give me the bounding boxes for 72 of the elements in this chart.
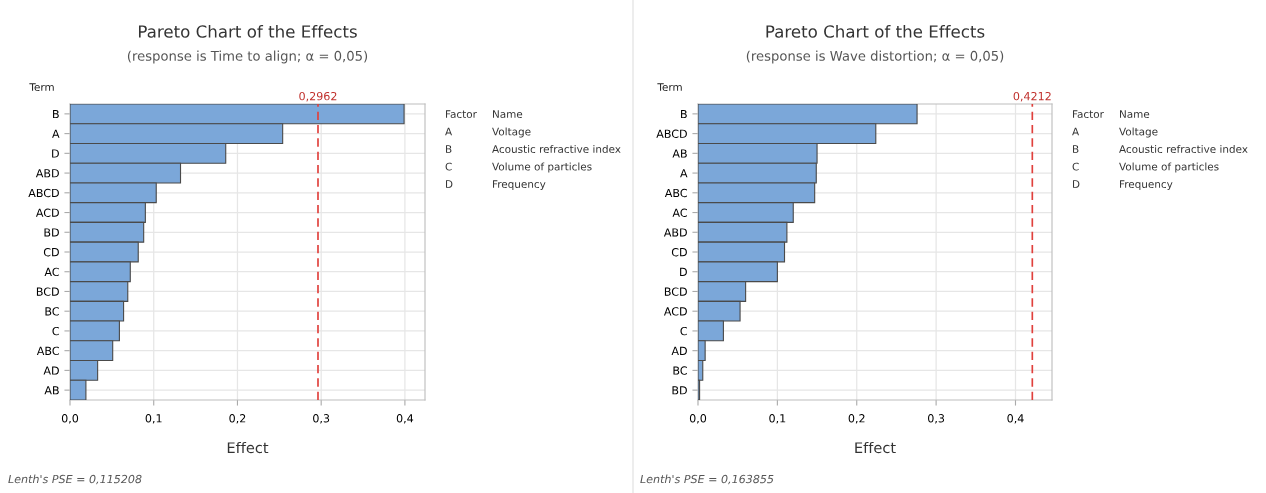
y-tick-label: BC xyxy=(45,307,59,316)
y-tick-label: BCD xyxy=(664,287,687,296)
y-tick-label: ABCD xyxy=(656,129,687,138)
y-tick-label: C xyxy=(52,326,59,336)
y-tick-label: CD xyxy=(43,247,59,257)
x-tick-label: 0,2 xyxy=(848,414,865,424)
text: D xyxy=(446,180,453,188)
x-tick-label: 0,2 xyxy=(229,414,246,424)
x-axis-title: Effect xyxy=(227,441,269,454)
y-tick-label: CD xyxy=(671,247,687,257)
chart-title: Pareto Chart of the Effects xyxy=(766,24,985,38)
y-tick-label: C xyxy=(680,326,687,336)
text: Name xyxy=(1120,110,1150,119)
y-tick-label: B xyxy=(681,109,687,119)
y-tick-label: ABD xyxy=(663,228,687,237)
x-axis-title: Effect xyxy=(855,441,896,454)
x-tick-label: 0,0 xyxy=(61,414,79,424)
y-tick-label: D xyxy=(680,267,687,276)
y-tick-label: AB xyxy=(44,386,59,395)
text: Lenth's PSE = 0,115208 xyxy=(8,474,142,485)
y-tick-label: ABD xyxy=(35,169,59,178)
ref-line-label: 0,4212 xyxy=(1013,91,1051,102)
x-tick-label: 0,3 xyxy=(313,414,330,424)
x-tick-label: 0,1 xyxy=(145,414,162,424)
y-tick-label: B xyxy=(53,109,59,119)
text: Frequency xyxy=(1120,180,1173,191)
x-tick-label: 0,1 xyxy=(769,414,786,424)
text: Frequency xyxy=(493,180,546,191)
text: C xyxy=(445,162,452,171)
x-tick-label: 0,3 xyxy=(928,414,945,424)
chart-title: Pareto Chart of the Effects xyxy=(138,24,357,38)
text: A xyxy=(445,127,453,136)
text: A xyxy=(1072,127,1080,136)
x-tick-label: 0,4 xyxy=(396,414,414,424)
text: B xyxy=(446,145,452,153)
text: Voltage xyxy=(1119,127,1158,138)
text: Acoustic refractive index xyxy=(1119,144,1248,154)
y-tick-label: AB xyxy=(672,149,687,158)
y-tick-label: BD xyxy=(44,228,59,237)
chart-subtitle: (response is Time to align; α = 0,05) xyxy=(127,50,368,64)
x-tick-label: 0,4 xyxy=(1007,414,1024,424)
x-tick-label: 0,0 xyxy=(689,414,707,424)
y-tick-label: ABC xyxy=(664,188,687,198)
y-tick-label: A xyxy=(52,129,60,138)
text: Volume of particles xyxy=(1119,162,1219,173)
y-tick-label: BCD xyxy=(36,287,59,296)
y-tick-label: A xyxy=(680,169,688,178)
text: Volume of particles xyxy=(492,162,592,173)
chart-subtitle: (response is Wave distortion; α = 0,05) xyxy=(746,50,1004,64)
ref-line-label: 0,2962 xyxy=(299,91,337,102)
y-tick-label: ABCD xyxy=(28,188,59,198)
text: Name xyxy=(493,110,523,119)
y-tick-label: BD xyxy=(672,386,687,395)
y-tick-label: AC xyxy=(44,267,59,277)
y-axis-title: Term xyxy=(29,83,54,92)
y-tick-label: ACD xyxy=(35,208,59,217)
y-tick-label: BC xyxy=(673,366,687,375)
text: C xyxy=(1072,162,1079,171)
text: Voltage xyxy=(492,127,531,138)
y-tick-label: AC xyxy=(672,208,687,217)
text: D xyxy=(1073,180,1080,188)
text: B xyxy=(1073,145,1079,153)
y-tick-label: AD xyxy=(43,366,59,375)
y-axis-title: Term xyxy=(657,83,682,92)
y-tick-label: ACD xyxy=(663,307,687,316)
y-tick-label: ABC xyxy=(36,346,59,356)
text: Factor xyxy=(1073,110,1104,119)
text: Acoustic refractive index xyxy=(492,144,621,154)
y-tick-label: D xyxy=(52,149,59,158)
y-tick-label: AD xyxy=(671,346,687,355)
text: Factor xyxy=(446,110,477,119)
text: Lenth's PSE = 0,163855 xyxy=(640,474,774,485)
